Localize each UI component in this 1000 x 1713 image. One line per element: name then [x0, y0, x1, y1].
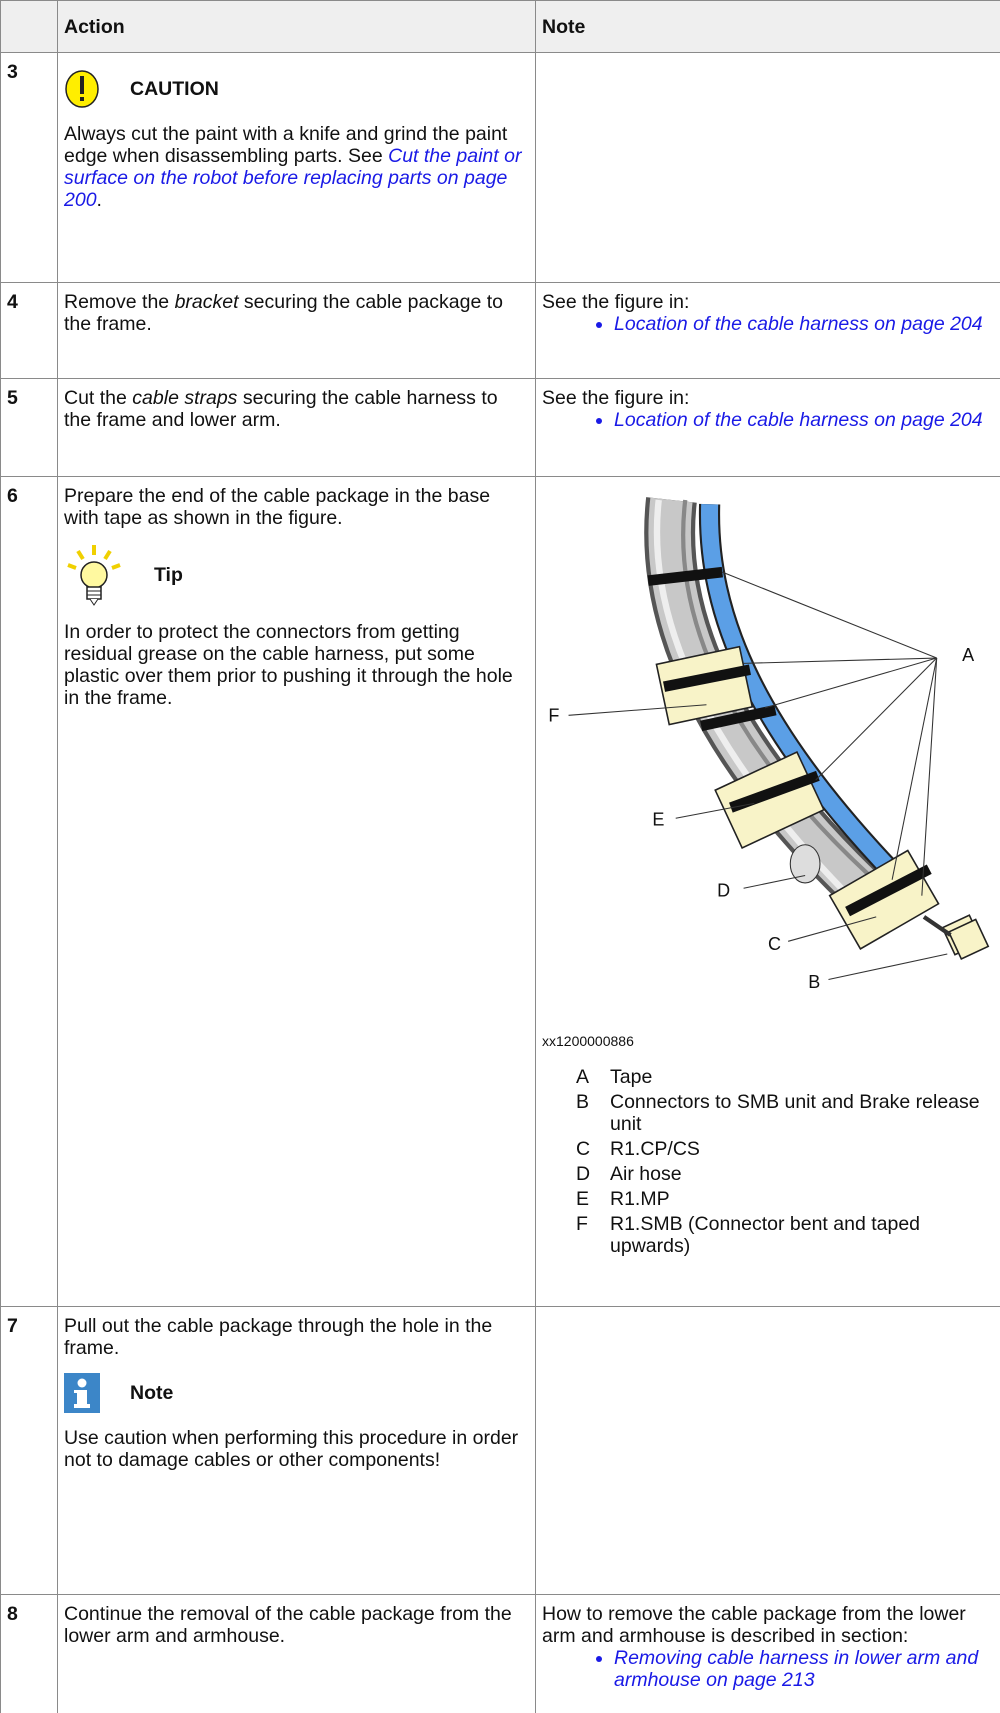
term: cable straps — [132, 387, 238, 409]
row: 3 CAUTION Always cut the paint with a kn… — [0, 52, 1000, 283]
legend-key: E — [576, 1188, 590, 1210]
row: 5 Cut the cable straps securing the cabl… — [0, 378, 1000, 477]
legend-key: A — [576, 1066, 590, 1088]
caution-head: CAUTION — [64, 69, 529, 109]
action-cell: Prepare the end of the cable package in … — [57, 476, 536, 1307]
step-number: 4 — [0, 282, 58, 379]
link-list: Location of the cable harness on page 20… — [542, 313, 994, 335]
tip-icon — [67, 545, 121, 606]
text: Cut the — [64, 387, 133, 409]
legend-text: Tape — [610, 1066, 653, 1088]
link[interactable]: Cut the paint or surface on the robot be… — [64, 145, 522, 211]
note-text: Use caution when performing this procedu… — [64, 1427, 519, 1471]
step-number: 5 — [0, 378, 58, 477]
text: securing the cable package to the frame. — [64, 291, 504, 335]
figure-legend: A Tape B Connectors to SMB unit and Brake r… — [576, 1066, 994, 1257]
header-cell — [0, 0, 58, 53]
action-cell: CAUTION Always cut the paint with a knif… — [57, 52, 536, 283]
tip-title: Tip — [154, 564, 183, 586]
link[interactable]: Removing cable harness in lower arm and … — [614, 1647, 994, 1691]
link[interactable]: Location of the cable harness on page 20… — [614, 313, 994, 335]
step-number: 7 — [0, 1306, 58, 1595]
note-icon — [64, 1373, 100, 1413]
note-text: How to remove the cable package from the… — [542, 1603, 966, 1647]
legend-key: B — [576, 1091, 590, 1113]
row: 4 Remove the bracket securing the cable … — [0, 282, 1000, 379]
action-text: Pull out the cable package through the h… — [64, 1315, 493, 1359]
legend-text: R1.CP/CS — [610, 1138, 700, 1160]
step-number: 6 — [0, 476, 58, 1307]
row: 7 Pull out the cable package through the… — [0, 1306, 1000, 1595]
row: 8 Continue the removal of the cable pack… — [0, 1594, 1000, 1713]
action-cell: Pull out the cable package through the h… — [57, 1306, 536, 1595]
note-cell: See the figure in:Location of the cable … — [535, 282, 1000, 379]
caution-icon — [65, 70, 99, 108]
note-text: See the figure in: — [542, 291, 690, 313]
caution-title: CAUTION — [130, 78, 219, 100]
term: bracket — [174, 291, 239, 313]
action-cell: Continue the removal of the cable packag… — [57, 1594, 536, 1713]
legend-key: C — [576, 1138, 591, 1160]
note-cell — [535, 52, 1000, 283]
note-cell: A B C D E F xx1200000886 A Tape B Connector… — [535, 476, 1000, 1307]
callout: F — [548, 706, 559, 726]
header-cell: Note — [535, 0, 1000, 53]
action-text: Prepare the end of the cable package in … — [64, 485, 491, 529]
callout: C — [768, 934, 781, 954]
header-row: Action Note — [0, 0, 1000, 53]
text: securing the cable harness to the frame … — [64, 387, 498, 431]
link[interactable]: Location of the cable harness on page 20… — [614, 409, 994, 431]
note-title: Note — [130, 1382, 174, 1404]
callout: A — [962, 645, 974, 665]
legend-key: F — [576, 1213, 588, 1235]
header-cell: Action — [57, 0, 536, 53]
legend-text: R1.MP — [610, 1188, 670, 1210]
callout: E — [652, 810, 664, 830]
cable-figure: A B C D E F — [548, 497, 990, 992]
legend-text: R1.SMB (Connector bent and taped upwards… — [610, 1213, 921, 1257]
legend-text: Connectors to SMB unit and Brake release… — [610, 1091, 980, 1135]
action-cell: Cut the cable straps securing the cable … — [57, 378, 536, 477]
callout: D — [717, 881, 730, 901]
note-cell: How to remove the cable package from the… — [535, 1594, 1000, 1713]
figure-id: xx1200000886 — [542, 1033, 634, 1049]
tip-text: In order to protect the connectors from … — [64, 621, 513, 709]
step-number: 3 — [0, 52, 58, 283]
callout: B — [808, 972, 820, 992]
note-cell — [535, 1306, 1000, 1595]
text: Always cut the paint with a knife and gr… — [64, 123, 508, 167]
text: Remove the — [64, 291, 175, 313]
row: 6 Prepare the end of the cable package i… — [0, 476, 1000, 1307]
link-list: Removing cable harness in lower arm and … — [542, 1647, 994, 1691]
legend-key: D — [576, 1163, 591, 1185]
link-list: Location of the cable harness on page 20… — [542, 409, 994, 431]
note-cell: See the figure in:Location of the cable … — [535, 378, 1000, 477]
tip-head: Tip — [64, 543, 529, 607]
step-number: 8 — [0, 1594, 58, 1713]
legend-text: Air hose — [610, 1163, 682, 1185]
note-head: Note — [64, 1373, 529, 1413]
note-text: See the figure in: — [542, 387, 690, 409]
caution-text: Always cut the paint with a knife and gr… — [64, 123, 529, 211]
text: . — [96, 189, 102, 211]
action-cell: Remove the bracket securing the cable pa… — [57, 282, 536, 379]
